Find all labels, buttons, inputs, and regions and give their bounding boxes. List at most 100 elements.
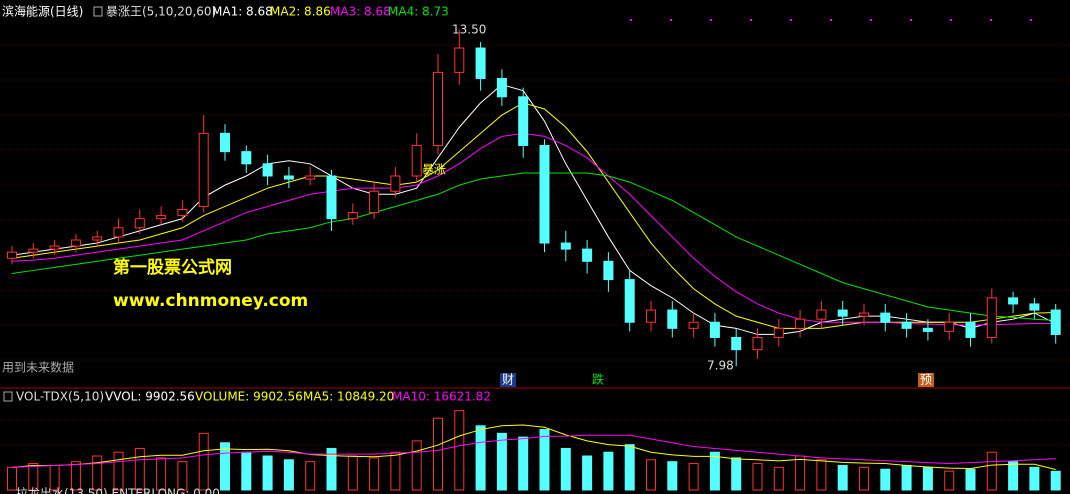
candle-body xyxy=(539,145,550,244)
volume-bar xyxy=(390,451,401,491)
footer-indicator: 拉龙出水(13.50) ENTERLONG: 0.00 xyxy=(16,486,220,494)
candle-body xyxy=(603,260,614,281)
candle-body xyxy=(816,309,827,320)
candle-body xyxy=(7,251,17,259)
candle-body xyxy=(262,163,273,177)
signal-dot xyxy=(830,19,832,21)
legend-entry: MA2: 8.86 xyxy=(270,5,331,19)
volume-bar xyxy=(134,447,145,491)
volume-title: VOL-TDX(5,10) xyxy=(16,390,104,404)
note: 用到未来数据 xyxy=(2,360,74,375)
legend-entry: MA5: 10849.20 xyxy=(303,390,394,404)
candle-body xyxy=(880,312,891,323)
legend-entry: VVOL: 9902.56 xyxy=(105,390,195,404)
volume-bar xyxy=(92,455,103,491)
volume-bar xyxy=(198,432,209,491)
volume-bar xyxy=(1050,470,1061,491)
candle-body xyxy=(646,309,656,323)
watermark: www.chnmoney.com xyxy=(113,291,308,311)
candle-body xyxy=(198,132,209,207)
signal-dot xyxy=(630,19,632,21)
indicator-name: 暴涨王(5,10,20,60) xyxy=(106,4,216,19)
volume-bar xyxy=(709,451,720,491)
volume-bar xyxy=(944,470,955,491)
watermark: 第一股票公式网 xyxy=(113,257,232,278)
indicator-icon xyxy=(93,6,103,17)
candle-body xyxy=(134,218,145,229)
candle-body xyxy=(347,212,358,220)
volume-bar xyxy=(305,461,316,491)
volume-bar xyxy=(837,464,848,491)
ma-line xyxy=(11,172,1056,321)
signal-dot xyxy=(710,19,712,21)
volume-bar xyxy=(28,463,39,491)
volume-bar xyxy=(113,451,124,491)
candle-body xyxy=(795,318,806,329)
candle-body xyxy=(582,248,593,262)
candle-body xyxy=(241,151,252,165)
candle-body xyxy=(220,132,230,153)
candle-body xyxy=(965,321,976,338)
volume-bar xyxy=(880,468,891,491)
candle-body xyxy=(496,77,507,98)
signal-dot xyxy=(950,19,952,21)
volume-bar xyxy=(411,440,422,491)
legend-entry: VOLUME: 9902.56 xyxy=(195,390,303,404)
volume-bar xyxy=(156,457,167,491)
volume-bar xyxy=(1008,461,1019,491)
candle-body xyxy=(369,190,380,214)
volume-bar xyxy=(986,451,997,491)
volume-bar xyxy=(582,455,593,491)
candle-body xyxy=(177,209,188,217)
marker: 跌 xyxy=(592,372,604,387)
volume-bar xyxy=(369,457,380,491)
legend-entry: MA10: 16621.82 xyxy=(392,390,491,404)
volume-bar xyxy=(603,451,614,491)
signal-dot xyxy=(910,19,912,21)
candle-body xyxy=(560,242,571,250)
candle-body xyxy=(731,336,742,351)
candle-body xyxy=(1050,309,1061,335)
signal-dot xyxy=(750,19,752,21)
legend-entry: MA3: 8.68 xyxy=(330,5,391,19)
candle-body xyxy=(859,312,869,317)
candle-body xyxy=(944,321,955,332)
candle-body xyxy=(986,297,997,338)
candle-body xyxy=(92,236,103,241)
candle-body xyxy=(411,145,422,177)
volume-bar xyxy=(922,466,933,491)
candle-body xyxy=(1029,303,1040,311)
volume-bar xyxy=(731,457,742,491)
marker: 预 xyxy=(920,373,932,387)
indicator-icon xyxy=(3,391,13,402)
volume-bar xyxy=(752,463,763,491)
candle-body xyxy=(773,327,784,338)
candle-body xyxy=(49,245,60,250)
volume-bar xyxy=(901,464,912,491)
volume-bar xyxy=(667,461,678,491)
volume-ma-line xyxy=(11,434,1056,468)
volume-ma-line xyxy=(11,424,1056,470)
volume-bar xyxy=(326,447,337,491)
candle-body xyxy=(156,215,167,220)
volume-bar xyxy=(283,459,294,491)
candle-body xyxy=(305,175,316,180)
signal-dot xyxy=(790,19,792,21)
chart-title: 滨海能源(日线) xyxy=(2,4,83,19)
volume-bar xyxy=(347,455,358,491)
volume-bar xyxy=(1029,466,1040,491)
candle-body xyxy=(1008,297,1019,305)
marker-box xyxy=(918,373,934,387)
candle-body xyxy=(624,279,635,323)
volume-bar xyxy=(646,459,656,491)
candle-body xyxy=(922,327,933,332)
volume-bar xyxy=(177,461,188,491)
candle-body xyxy=(326,175,337,220)
volume-bar xyxy=(220,442,230,491)
annotation: 暴涨 xyxy=(422,162,446,177)
volume-bar xyxy=(795,455,806,491)
candle-body xyxy=(283,175,294,180)
volume-bar xyxy=(539,429,550,491)
volume-bar xyxy=(262,455,273,491)
